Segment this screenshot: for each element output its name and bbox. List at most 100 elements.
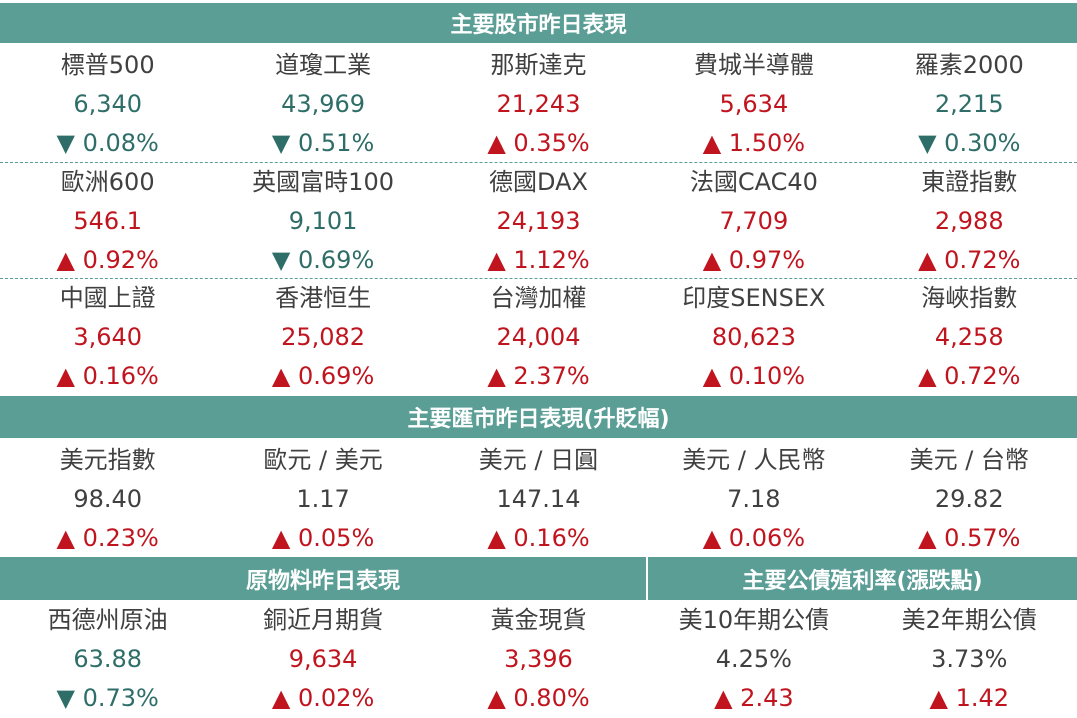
stock-change: ▲ 0.72% — [918, 246, 1021, 274]
stock-cell-russell: 羅素2000 2,215 ▼ 0.30% — [862, 46, 1077, 163]
fx-change: ▲ 0.06% — [702, 524, 806, 552]
bond-change: ▲ 2.43 — [714, 684, 794, 712]
stock-value: 3,640 — [73, 323, 143, 351]
stock-value: 4,258 — [934, 323, 1004, 351]
commodity-name: 西德州原油 — [47, 606, 168, 634]
stock-value: 21,243 — [496, 90, 581, 118]
fx-cell-usdcny: 美元 / 人民幣 7.18 ▲ 0.06% — [646, 441, 861, 558]
commodity-cell-wti: 西德州原油 63.88 ▼ 0.73% — [0, 601, 215, 718]
stock-cell-straits: 海峽指數 4,258 ▲ 0.72% — [862, 279, 1077, 396]
stock-cell-sensex: 印度SENSEX 80,623 ▲ 0.10% — [646, 279, 861, 396]
commodities-bonds-row: 西德州原油 63.88 ▼ 0.73% 銅近月期貨 9,634 ▲ 0.02% … — [0, 601, 1077, 718]
stock-cell-dow: 道瓊工業 43,969 ▼ 0.51% — [215, 46, 430, 163]
stocks-row-2: 歐洲600 546.1 ▲ 0.92% 英國富時100 9,101 ▼ 0.69… — [0, 163, 1077, 280]
commodity-cell-copper: 銅近月期貨 9,634 ▲ 0.02% — [215, 601, 430, 718]
bond-value: 3.73% — [931, 645, 1008, 673]
row-divider — [0, 162, 1077, 163]
stock-value: 2,215 — [934, 90, 1004, 118]
stock-name: 費城半導體 — [693, 51, 814, 79]
fx-name: 歐元 / 美元 — [263, 446, 383, 474]
fx-value: 1.17 — [296, 485, 350, 513]
stock-cell-ftse100: 英國富時100 9,101 ▼ 0.69% — [215, 163, 430, 280]
commodity-name: 銅近月期貨 — [263, 606, 384, 634]
commodity-change: ▼ 0.73% — [56, 684, 159, 712]
commodity-value: 63.88 — [73, 645, 143, 673]
stock-cell-shanghai: 中國上證 3,640 ▲ 0.16% — [0, 279, 215, 396]
stock-value: 43,969 — [281, 90, 366, 118]
fx-section-title: 主要匯市昨日表現(升貶幅) — [407, 407, 670, 432]
stock-cell-stoxx600: 歐洲600 546.1 ▲ 0.92% — [0, 163, 215, 280]
stocks-row-1: 標普500 6,340 ▼ 0.08% 道瓊工業 43,969 ▼ 0.51% … — [0, 46, 1077, 163]
stock-change: ▼ 0.30% — [918, 129, 1021, 157]
bonds-section-header: 主要公債殖利率(漲跌點) — [648, 557, 1077, 600]
fx-name: 美元指數 — [59, 446, 156, 474]
commodity-change: ▲ 0.80% — [487, 684, 590, 712]
bond-name: 美10年期公債 — [678, 606, 830, 634]
stock-cell-sox: 費城半導體 5,634 ▲ 1.50% — [646, 46, 861, 163]
fx-row: 美元指數 98.40 ▲ 0.23% 歐元 / 美元 1.17 ▲ 0.05% … — [0, 441, 1077, 558]
fx-change: ▲ 0.16% — [487, 524, 590, 552]
bond-value: 4.25% — [715, 645, 792, 673]
bond-change: ▲ 1.42 — [929, 684, 1010, 712]
stock-name: 英國富時100 — [252, 168, 394, 196]
bond-cell-us10y: 美10年期公債 4.25% ▲ 2.43 — [646, 601, 861, 718]
bond-name: 美2年期公債 — [901, 606, 1037, 634]
stock-value: 24,004 — [496, 323, 581, 351]
commodity-value: 9,634 — [288, 645, 358, 673]
stocks-section-header: 主要股市昨日表現 — [0, 3, 1077, 43]
stock-change: ▲ 1.12% — [487, 246, 590, 274]
stock-name: 羅素2000 — [914, 51, 1024, 79]
stocks-row-3: 中國上證 3,640 ▲ 0.16% 香港恒生 25,082 ▲ 0.69% 台… — [0, 279, 1077, 396]
fx-change: ▲ 0.05% — [271, 524, 375, 552]
stock-change: ▼ 0.51% — [271, 129, 375, 157]
fx-name: 美元 / 日圓 — [478, 446, 599, 474]
fx-cell-usdjpy: 美元 / 日圓 147.14 ▲ 0.16% — [431, 441, 646, 558]
stock-cell-dax: 德國DAX 24,193 ▲ 1.12% — [431, 163, 646, 280]
fx-change: ▲ 0.23% — [56, 524, 159, 552]
stock-change: ▲ 0.16% — [56, 362, 159, 390]
stock-name: 香港恒生 — [275, 284, 372, 312]
commodity-value: 3,396 — [504, 645, 573, 673]
fx-value: 29.82 — [934, 485, 1004, 513]
bonds-section-title: 主要公債殖利率(漲跌點) — [742, 568, 983, 594]
stock-value: 9,101 — [288, 207, 358, 235]
stock-value: 546.1 — [73, 207, 143, 235]
stock-cell-sp500: 標普500 6,340 ▼ 0.08% — [0, 46, 215, 163]
commodity-change: ▲ 0.02% — [271, 684, 375, 712]
stock-name: 標普500 — [60, 51, 155, 79]
stock-cell-taiex: 台灣加權 24,004 ▲ 2.37% — [431, 279, 646, 396]
commodities-section-title: 原物料昨日表現 — [245, 568, 400, 594]
fx-change: ▲ 0.57% — [918, 524, 1021, 552]
commodity-cell-gold: 黃金現貨 3,396 ▲ 0.80% — [431, 601, 646, 718]
stock-change: ▲ 0.10% — [702, 362, 806, 390]
stock-value: 7,709 — [719, 207, 789, 235]
stock-change: ▲ 2.37% — [487, 362, 590, 390]
stock-cell-topix: 東證指數 2,988 ▲ 0.72% — [862, 163, 1077, 280]
stock-name: 海峽指數 — [921, 284, 1018, 312]
stock-name: 法國CAC40 — [689, 168, 818, 196]
stock-value: 25,082 — [281, 323, 366, 351]
stock-cell-cac40: 法國CAC40 7,709 ▲ 0.97% — [646, 163, 861, 280]
stock-change: ▼ 0.08% — [56, 129, 159, 157]
stock-value: 2,988 — [934, 207, 1004, 235]
stock-value: 24,193 — [496, 207, 581, 235]
fx-value: 98.40 — [73, 485, 143, 513]
stock-name: 道瓊工業 — [275, 51, 372, 79]
bond-cell-us2y: 美2年期公債 3.73% ▲ 1.42 — [862, 601, 1077, 718]
stock-change: ▲ 0.35% — [487, 129, 590, 157]
stock-value: 5,634 — [719, 90, 789, 118]
stock-change: ▲ 0.69% — [271, 362, 375, 390]
fx-cell-eurusd: 歐元 / 美元 1.17 ▲ 0.05% — [215, 441, 430, 558]
fx-name: 美元 / 台幣 — [909, 446, 1029, 474]
fx-name: 美元 / 人民幣 — [682, 446, 826, 474]
stock-cell-nasdaq: 那斯達克 21,243 ▲ 0.35% — [431, 46, 646, 163]
row-divider — [0, 278, 1077, 279]
fx-cell-dxy: 美元指數 98.40 ▲ 0.23% — [0, 441, 215, 558]
stock-value: 80,623 — [711, 323, 796, 351]
stocks-section-title: 主要股市昨日表現 — [450, 13, 627, 38]
commodities-section-header: 原物料昨日表現 — [0, 557, 646, 600]
fx-value: 147.14 — [496, 485, 581, 513]
stock-value: 6,340 — [73, 90, 143, 118]
stock-name: 德國DAX — [489, 168, 588, 196]
